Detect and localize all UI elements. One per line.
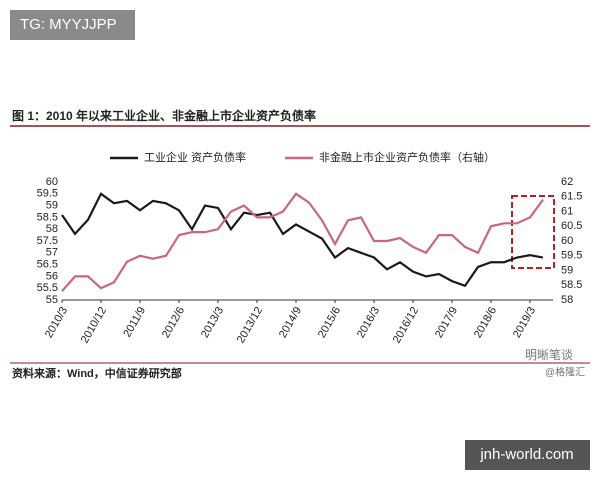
x-tick-label: 2018/6: [472, 305, 499, 340]
y-tick-label: 57.5: [37, 235, 58, 247]
y-tick-label: 55: [46, 294, 58, 306]
source: 资料来源：Wind，中信证券研究部: [12, 366, 182, 380]
watermark: @格隆汇: [545, 366, 585, 379]
x-tick-label: 2010/12: [79, 305, 109, 345]
watermark-box: [465, 440, 590, 470]
y2-tick-label: 60: [561, 235, 573, 247]
x-tick-label: 2016/3: [355, 305, 382, 340]
x-tick-label: 2011/9: [121, 305, 148, 339]
x-tick-label: 2015/6: [316, 305, 343, 340]
y2-tick-label: 61: [561, 205, 573, 217]
y-tick-label: 59: [46, 200, 58, 212]
y2-tick-label: 60.5: [561, 220, 582, 232]
x-tick-label: 2016/12: [391, 305, 421, 345]
y-tick-label: 58.5: [37, 211, 58, 223]
x-tick-label: 2017/9: [433, 305, 460, 340]
watermark: TG: MYYJJPP: [20, 16, 117, 33]
x-tick-label: 2012/6: [160, 305, 187, 340]
x-tick-label: 2019/3: [511, 305, 538, 340]
series-line: [61, 192, 544, 288]
y-tick-label: 56: [46, 270, 58, 282]
watermark-box: [10, 10, 135, 40]
highlight-box: [511, 195, 555, 269]
x-tick-label: 2010/3: [43, 305, 70, 340]
watermark: jnh-world.com: [479, 446, 573, 463]
y2-tick-label: 58.5: [561, 279, 582, 291]
legend-label: 非金融上市企业资产负债率（右轴）: [319, 150, 495, 164]
y-tick-label: 57: [46, 247, 58, 259]
series-line: [61, 192, 544, 292]
y-tick-label: 59.5: [37, 188, 58, 200]
y-tick-label: 56.5: [37, 259, 58, 271]
y-tick-label: 58: [46, 223, 58, 235]
y2-tick-label: 59.5: [561, 250, 582, 262]
y2-tick-label: 58: [561, 294, 573, 306]
y2-tick-label: 61.5: [561, 191, 582, 203]
y2-tick-label: 59: [561, 264, 573, 276]
y2-tick-label: 62: [561, 176, 573, 188]
y-tick-label: 60: [46, 176, 58, 188]
legend-label: 工业企业 资产负债率: [144, 150, 246, 164]
x-tick-label: 2013/12: [235, 305, 265, 345]
x-tick-label: 2013/3: [199, 305, 226, 340]
x-tick-label: 2014/9: [277, 305, 304, 340]
chart-title: 图 1：2010 年以来工业企业、非金融上市企业资产负债率: [12, 108, 316, 123]
y-tick-label: 55.5: [37, 282, 58, 294]
watermark: 明晰笔谈: [525, 347, 573, 362]
